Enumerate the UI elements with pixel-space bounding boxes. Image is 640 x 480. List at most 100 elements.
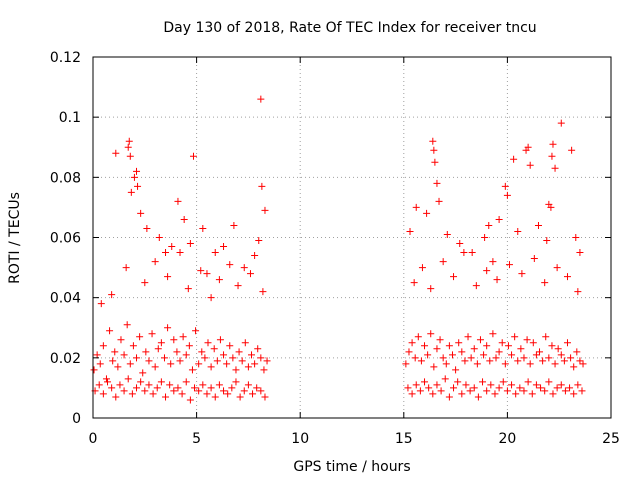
data-point [470,345,478,353]
data-point [532,381,540,389]
data-point [249,390,257,398]
data-point [170,336,178,344]
data-point [124,375,132,383]
data-point [204,339,212,347]
data-point [182,351,190,359]
data-point [179,333,187,341]
x-tick-label: 20 [498,431,516,447]
chart-title: Day 130 of 2018, Rate Of TEC Index for r… [163,20,536,36]
data-point [184,285,192,293]
data-point [170,387,178,395]
data-point [229,354,237,362]
data-point [128,390,136,398]
y-tick-label: 0.02 [50,351,81,367]
data-point [524,143,532,151]
data-point [528,390,536,398]
data-point [96,360,104,368]
data-point [508,351,516,359]
axis-ticks [92,56,612,419]
data-point [211,249,219,257]
data-point [114,363,122,371]
data-point [259,288,267,296]
data-point [501,360,509,368]
data-point [408,339,416,347]
data-point [439,258,447,266]
data-point [248,351,256,359]
data-point [508,381,516,389]
data-point [429,390,437,398]
data-point [514,357,522,365]
x-tick-label: 15 [395,431,413,447]
data-point [182,378,190,386]
data-point [251,360,259,368]
data-point [545,354,553,362]
data-point [437,387,445,395]
data-point [505,261,513,269]
data-point [466,387,474,395]
data-point [220,387,228,395]
y-tick-label: 0.12 [50,50,81,66]
data-point [479,378,487,386]
data-point [534,221,542,229]
data-point [536,348,544,356]
data-point [197,267,205,275]
data-point [568,146,576,154]
data-point [162,249,170,257]
data-point [574,381,582,389]
data-point [541,387,549,395]
data-point [141,387,149,395]
data-point [120,387,128,395]
data-point [151,258,159,266]
data-point [551,360,559,368]
data-point [473,360,481,368]
data-point [433,381,441,389]
data-point [117,336,125,344]
data-point [157,378,165,386]
data-point [421,378,429,386]
data-point [240,387,248,395]
data-point [570,390,578,398]
data-point [151,363,159,371]
data-point [551,164,559,172]
data-point [526,360,534,368]
data-point [168,243,176,251]
data-point [542,333,550,341]
data-point [223,360,231,368]
data-point [429,137,437,145]
data-point [255,237,263,245]
data-point [425,384,433,392]
data-point [476,336,484,344]
y-tick-label: 0.04 [50,291,81,307]
data-point [433,345,441,353]
data-point [176,249,184,257]
data-point [211,393,219,401]
data-point [261,206,269,214]
data-point [185,342,193,350]
data-point [414,333,422,341]
data-point [210,345,218,353]
data-point [257,387,265,395]
y-tick-label: 0.08 [50,170,81,186]
data-point [433,179,441,187]
data-point [93,351,101,359]
data-point [510,155,518,163]
data-point [549,390,557,398]
data-point [524,378,532,386]
data-point [133,354,141,362]
data-point [493,276,501,284]
data-point [186,396,194,404]
data-point [124,143,132,151]
data-point [129,342,137,350]
data-point [111,348,119,356]
data-point [207,294,215,302]
data-point [188,366,196,374]
data-point [189,152,197,160]
data-point [450,384,458,392]
data-point [529,339,537,347]
data-point [443,230,451,238]
data-point [445,393,453,401]
data-point [109,357,117,365]
data-point [166,381,174,389]
x-tick-label: 10 [291,431,309,447]
data-point [116,381,124,389]
